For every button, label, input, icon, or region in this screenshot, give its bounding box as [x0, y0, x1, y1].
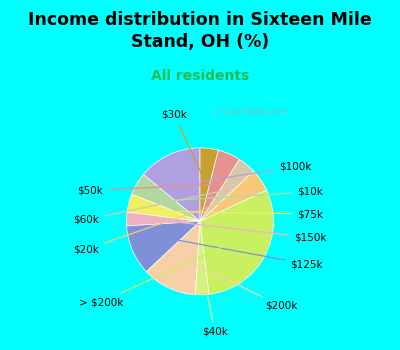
Text: $10k: $10k: [168, 187, 323, 201]
Text: $75k: $75k: [164, 209, 323, 219]
Wedge shape: [143, 148, 200, 222]
Wedge shape: [146, 222, 200, 295]
Text: Income distribution in Sixteen Mile
Stand, OH (%): Income distribution in Sixteen Mile Stan…: [28, 11, 372, 51]
Text: All residents: All residents: [151, 69, 249, 83]
Wedge shape: [195, 222, 209, 295]
Wedge shape: [127, 194, 200, 222]
Text: > $200k: > $200k: [78, 242, 233, 307]
Text: $20k: $20k: [73, 199, 231, 254]
Wedge shape: [126, 212, 200, 226]
Wedge shape: [127, 222, 200, 272]
Wedge shape: [132, 175, 200, 222]
Wedge shape: [200, 148, 218, 222]
Text: $60k: $60k: [73, 191, 223, 225]
Wedge shape: [200, 190, 274, 294]
Text: $30k: $30k: [161, 110, 204, 179]
Wedge shape: [200, 159, 254, 222]
Wedge shape: [200, 150, 239, 222]
Text: ⓘ City-Data.com: ⓘ City-Data.com: [214, 107, 286, 116]
Text: $100k: $100k: [186, 161, 312, 184]
Text: $40k: $40k: [202, 265, 228, 337]
Wedge shape: [200, 171, 266, 222]
Text: $200k: $200k: [185, 259, 297, 311]
Text: $50k: $50k: [77, 184, 213, 196]
Text: $150k: $150k: [162, 220, 326, 243]
Text: $125k: $125k: [166, 238, 323, 269]
